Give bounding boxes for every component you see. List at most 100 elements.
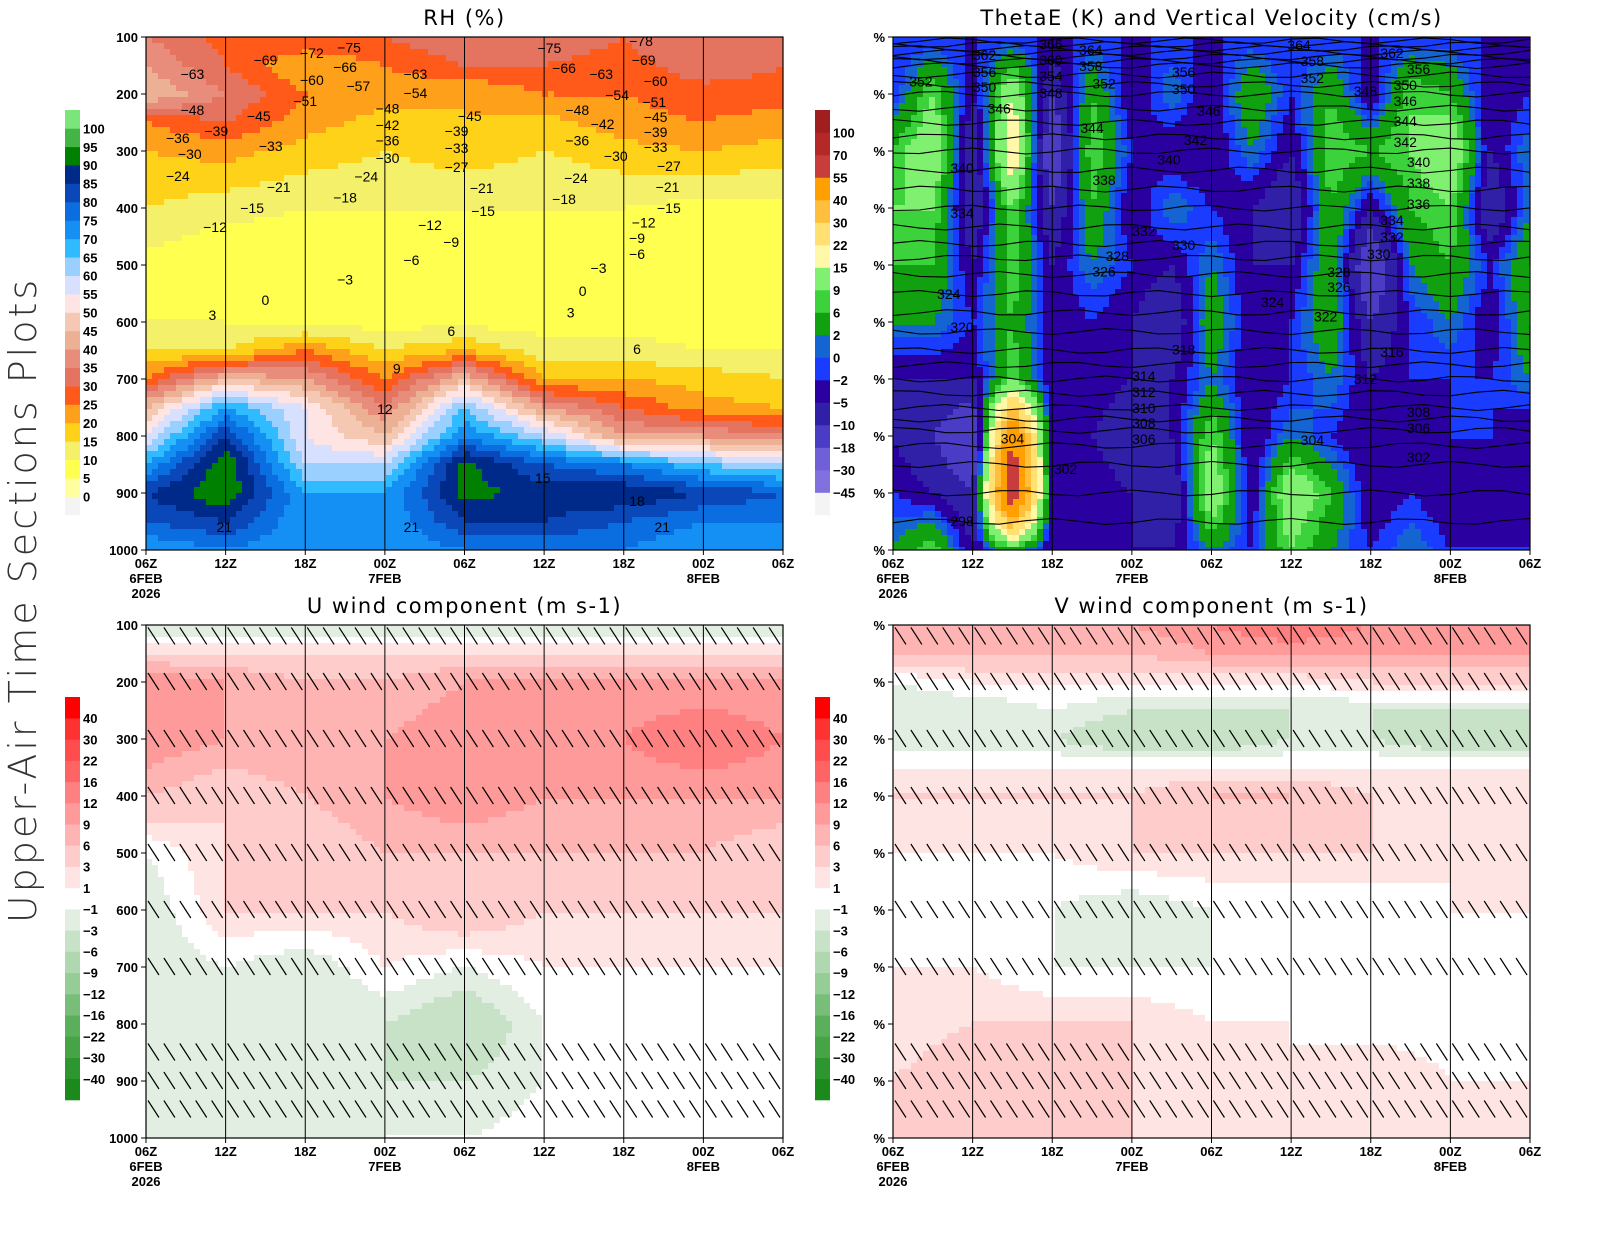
heatmap-cell — [332, 139, 339, 146]
heatmap-cell — [614, 175, 621, 182]
heatmap-cell — [710, 121, 717, 128]
heatmap-cell — [542, 187, 549, 194]
heatmap-cell — [506, 139, 513, 146]
heatmap-cell — [764, 103, 771, 110]
heatmap-cell — [206, 37, 213, 44]
heatmap-cell — [680, 79, 687, 86]
heatmap-cell — [632, 163, 639, 170]
heatmap-cell — [296, 37, 303, 44]
heatmap-cell — [158, 67, 165, 74]
heatmap-cell — [752, 97, 759, 104]
heatmap-cell — [530, 49, 537, 56]
heatmap-cell — [278, 163, 285, 170]
heatmap-cell — [632, 79, 639, 86]
heatmap-cell — [704, 61, 711, 68]
heatmap-cell — [596, 133, 603, 140]
heatmap-cell — [608, 181, 615, 188]
heatmap-cell — [590, 85, 597, 92]
heatmap-cell — [476, 145, 483, 152]
heatmap-cell — [326, 169, 333, 176]
heatmap-cell — [476, 55, 483, 62]
heatmap-cell — [578, 163, 585, 170]
heatmap-cell — [320, 139, 327, 146]
heatmap-cell — [164, 73, 171, 80]
heatmap-cell — [692, 163, 699, 170]
heatmap-cell — [482, 97, 489, 104]
heatmap-cell — [494, 49, 501, 56]
heatmap-cell — [668, 37, 675, 44]
heatmap-cell — [230, 157, 237, 164]
heatmap-cell — [152, 139, 159, 146]
heatmap-cell — [656, 37, 663, 44]
heatmap-cell — [536, 163, 543, 170]
heatmap-cell — [656, 55, 663, 62]
heatmap-cell — [686, 55, 693, 62]
heatmap-cell — [434, 163, 441, 170]
heatmap-cell — [764, 67, 771, 74]
heatmap-cell — [746, 139, 753, 146]
heatmap-cell — [242, 133, 249, 140]
heatmap-cell — [260, 37, 267, 44]
heatmap-cell — [566, 79, 573, 86]
heatmap-cell — [398, 55, 405, 62]
heatmap-cell — [596, 187, 603, 194]
heatmap-cell — [320, 109, 327, 116]
heatmap-cell — [278, 37, 285, 44]
heatmap-cell — [272, 157, 279, 164]
heatmap-cell — [764, 37, 771, 44]
heatmap-cell — [344, 205, 351, 212]
heatmap-cell — [728, 61, 735, 68]
heatmap-cell — [680, 55, 687, 62]
heatmap-cell — [512, 205, 519, 212]
heatmap-cell — [326, 187, 333, 194]
heatmap-cell — [206, 145, 213, 152]
heatmap-cell — [458, 67, 465, 74]
heatmap-cell — [692, 91, 699, 98]
heatmap-cell — [482, 127, 489, 134]
heatmap-cell — [704, 175, 711, 182]
heatmap-cell — [272, 73, 279, 80]
heatmap-cell — [416, 181, 423, 188]
heatmap-cell — [254, 37, 261, 44]
heatmap-cell — [434, 145, 441, 152]
heatmap-cell — [512, 79, 519, 86]
heatmap-cell — [266, 157, 273, 164]
heatmap-cell — [572, 37, 579, 44]
heatmap-cell — [590, 205, 597, 212]
heatmap-cell — [524, 199, 531, 206]
heatmap-cell — [428, 187, 435, 194]
heatmap-cell — [482, 55, 489, 62]
heatmap-cell — [758, 169, 765, 176]
heatmap-cell — [758, 73, 765, 80]
heatmap-cell — [278, 115, 285, 122]
heatmap-cell — [530, 109, 537, 116]
heatmap-cell — [278, 61, 285, 68]
heatmap-cell — [764, 97, 771, 104]
heatmap-cell — [494, 43, 501, 50]
heatmap-cell — [488, 67, 495, 74]
heatmap-cell — [206, 169, 213, 176]
heatmap-cell — [764, 121, 771, 128]
heatmap-cell — [392, 199, 399, 206]
heatmap-cell — [770, 181, 777, 188]
heatmap-cell — [692, 73, 699, 80]
heatmap-cell — [230, 181, 237, 188]
heatmap-cell — [362, 55, 369, 62]
heatmap-cell — [320, 163, 327, 170]
heatmap-cell — [500, 79, 507, 86]
heatmap-cell — [446, 43, 453, 50]
heatmap-cell — [224, 73, 231, 80]
heatmap-cell — [476, 73, 483, 80]
heatmap-cell — [344, 139, 351, 146]
heatmap-cell — [686, 157, 693, 164]
heatmap-cell — [272, 205, 279, 212]
heatmap-cell — [488, 139, 495, 146]
heatmap-cell — [542, 169, 549, 176]
heatmap-cell — [164, 97, 171, 104]
heatmap-cell — [440, 43, 447, 50]
heatmap-cell — [728, 193, 735, 200]
heatmap-cell — [314, 157, 321, 164]
heatmap-cell — [470, 49, 477, 56]
heatmap-cell — [374, 205, 381, 212]
heatmap-cell — [176, 199, 183, 206]
